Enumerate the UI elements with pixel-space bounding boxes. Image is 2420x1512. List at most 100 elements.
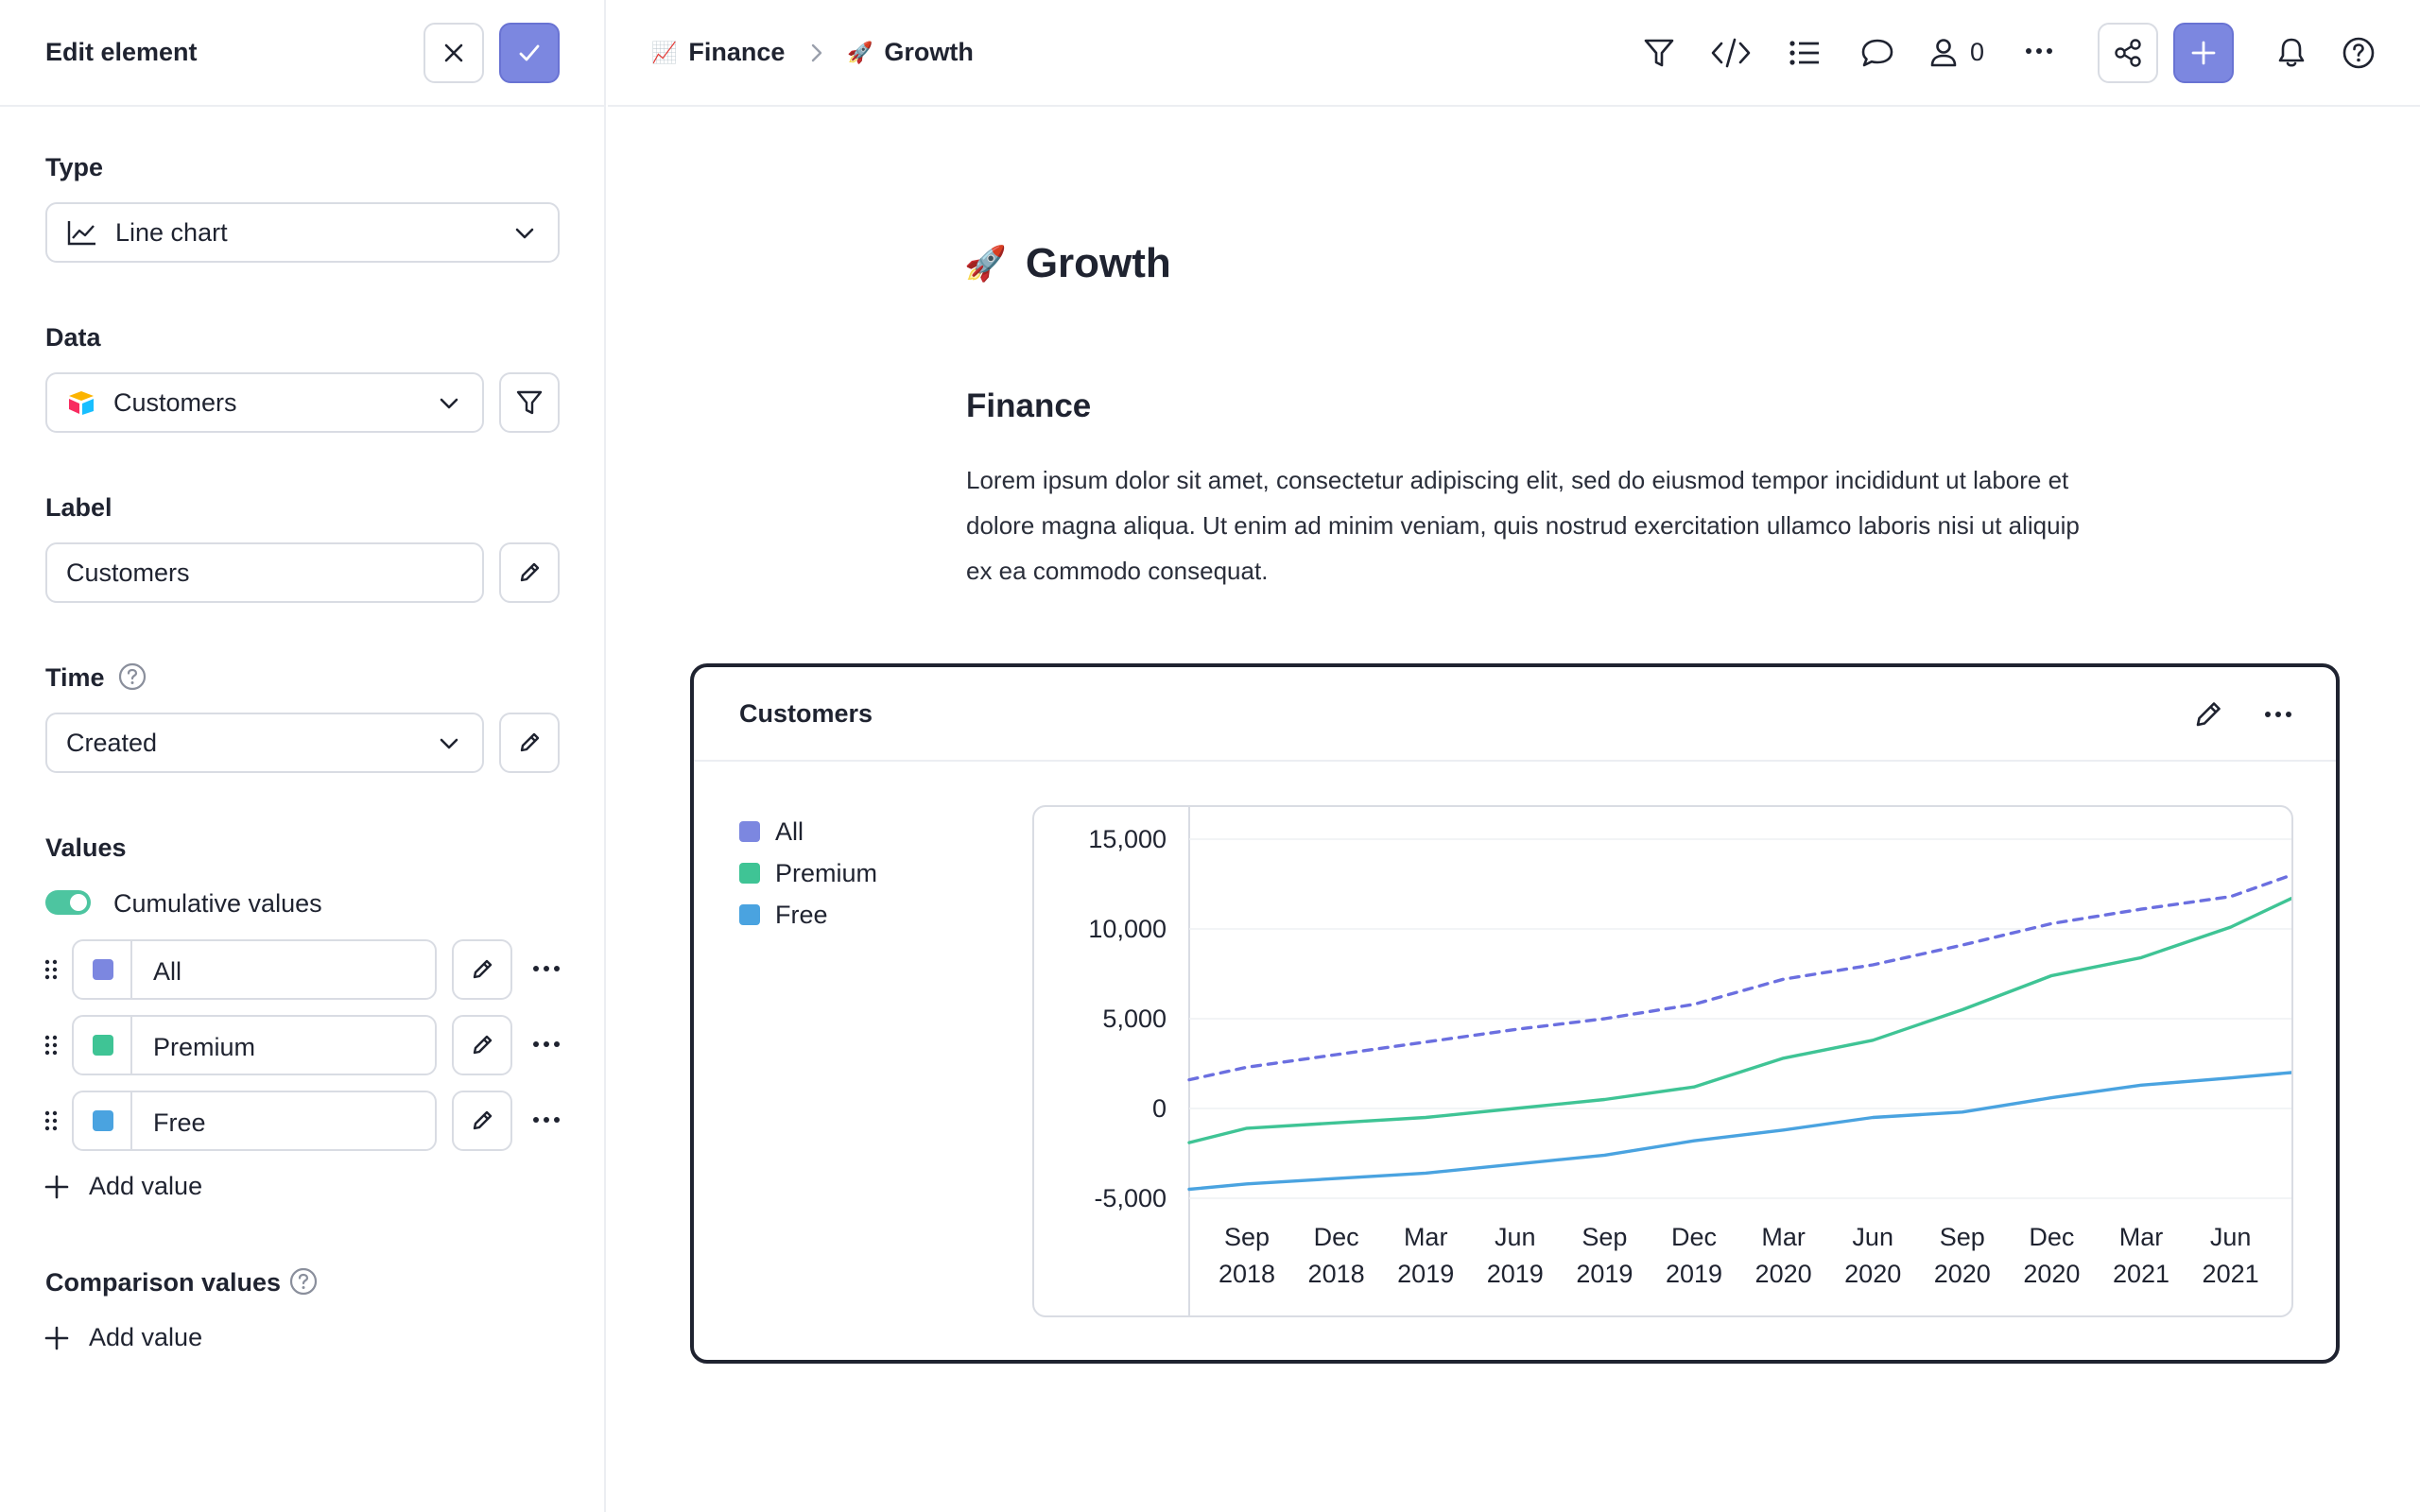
data-filter-button[interactable] [499,372,560,433]
more-options-icon[interactable] [531,964,562,973]
chart-card[interactable]: Customers All Premium Free 15,000 10,000 5… [690,663,2340,1364]
value-field-free[interactable]: Free [72,1091,437,1151]
more-options-icon[interactable] [2024,45,2054,57]
section-heading: Finance [966,387,1092,424]
x-tick-label: 2020 [1755,1260,1812,1288]
time-field-select[interactable]: Created [45,713,484,773]
add-comparison-button[interactable]: Add value [43,1323,202,1352]
add-value-button[interactable]: Add value [43,1172,202,1201]
data-label: Data [45,323,101,352]
more-options-icon[interactable] [2263,709,2293,720]
add-button[interactable] [2173,23,2234,83]
x-tick-label: 2018 [1219,1260,1275,1288]
bell-icon[interactable] [2275,36,2308,70]
drag-handle-icon[interactable] [43,1034,59,1057]
panel-header: Edit element [0,0,606,107]
time-edit-button[interactable] [499,713,560,773]
card-title: Customers [739,699,873,728]
x-tick-label: Mar [2119,1223,2164,1251]
legend-label: Free [775,900,828,929]
code-icon[interactable] [1710,36,1752,70]
legend-item-premium: Premium [739,852,877,894]
legend-label: All [775,816,804,846]
cumulative-toggle[interactable] [45,890,91,915]
chevron-down-icon [440,738,458,749]
cumulative-label: Cumulative values [113,889,322,918]
color-swatch [93,1035,113,1056]
label-edit-button[interactable] [499,542,560,603]
data-source-select[interactable]: Customers [45,372,484,433]
x-tick-label: Dec [1671,1223,1717,1251]
y-tick-label: 5,000 [1102,1005,1167,1033]
filter-icon[interactable] [1642,36,1676,70]
x-tick-label: Sep [1224,1223,1270,1251]
help-circle-icon[interactable] [288,1266,319,1297]
x-tick-label: Sep [1940,1223,1985,1251]
color-picker[interactable] [74,941,132,998]
color-picker[interactable] [74,1092,132,1149]
drag-handle-icon[interactable] [43,1109,59,1132]
x-tick-label: 2018 [1308,1260,1365,1288]
chart-emoji-icon: 📈 [651,40,678,64]
label-input[interactable]: Customers [45,542,484,603]
breadcrumb-growth[interactable]: 🚀 Growth [847,38,974,67]
card-header: Customers [694,667,2336,762]
line-chart: 15,000 10,000 5,000 0 -5,000 Sep 2018 Dec 2018 Ma… [1088,807,2291,1315]
x-tick-label: 2021 [2113,1260,2169,1288]
y-tick-label: 0 [1152,1094,1167,1123]
breadcrumb-finance[interactable]: 📈 Finance [651,38,785,67]
y-tick-label: 10,000 [1088,915,1167,943]
check-icon [519,44,540,61]
pencil-icon [473,1110,493,1130]
pencil-icon[interactable] [2191,697,2225,731]
label-section-label: Label [45,493,112,522]
help-circle-icon[interactable] [117,662,147,692]
x-tick-label: Dec [2029,1223,2074,1251]
share-icon [2115,39,2141,67]
page-title: 🚀 Growth [964,240,1171,287]
data-source-value: Customers [113,387,237,417]
legend-swatch [739,821,760,842]
drag-handle-icon[interactable] [43,958,59,981]
x-tick-label: 2019 [1397,1260,1454,1288]
edit-element-panel: Edit element Type Line chart Data Custom… [0,0,606,1512]
value-edit-button[interactable] [452,939,512,1000]
more-options-icon[interactable] [531,1040,562,1049]
share-button[interactable] [2098,23,2158,83]
series-line-premium [1187,897,2291,1144]
x-tick-label: Jun [1495,1223,1536,1251]
plot-area: 15,000 10,000 5,000 0 -5,000 Sep 2018 Dec 2018 Ma… [1032,805,2293,1317]
chart-type-value: Line chart [115,217,228,247]
time-field-value: Created [66,728,158,757]
legend-item-all: All [739,811,877,852]
cancel-button[interactable] [424,23,484,83]
chart-type-select[interactable]: Line chart [45,202,560,263]
x-tick-label: Mar [1761,1223,1806,1251]
value-row-premium: Premium [0,1015,606,1075]
value-label: Free [153,1108,206,1137]
value-label: Premium [153,1033,256,1061]
value-field-all[interactable]: All [72,939,437,1000]
value-edit-button[interactable] [452,1015,512,1075]
legend-swatch [739,863,760,884]
chevron-right-icon [811,43,822,62]
series-line-free [1187,1071,2291,1192]
time-label: Time [45,663,105,692]
value-edit-button[interactable] [452,1091,512,1151]
airtable-logo-icon [69,391,94,415]
confirm-button[interactable] [499,23,560,83]
label-input-value: Customers [66,558,190,587]
comment-icon[interactable] [1859,36,1895,70]
value-field-premium[interactable]: Premium [72,1015,437,1075]
color-picker[interactable] [74,1017,132,1074]
close-icon [444,43,463,62]
user-icon[interactable] [1927,36,1960,70]
x-tick-label: 2019 [1487,1260,1544,1288]
rocket-emoji-icon: 🚀 [964,244,1007,283]
more-options-icon[interactable] [531,1115,562,1125]
people-count: 0 [1970,38,1985,66]
x-tick-label: Jun [1852,1223,1893,1251]
list-icon[interactable] [1788,36,1822,70]
filter-icon [516,390,543,415]
help-circle-icon[interactable] [2342,36,2376,70]
